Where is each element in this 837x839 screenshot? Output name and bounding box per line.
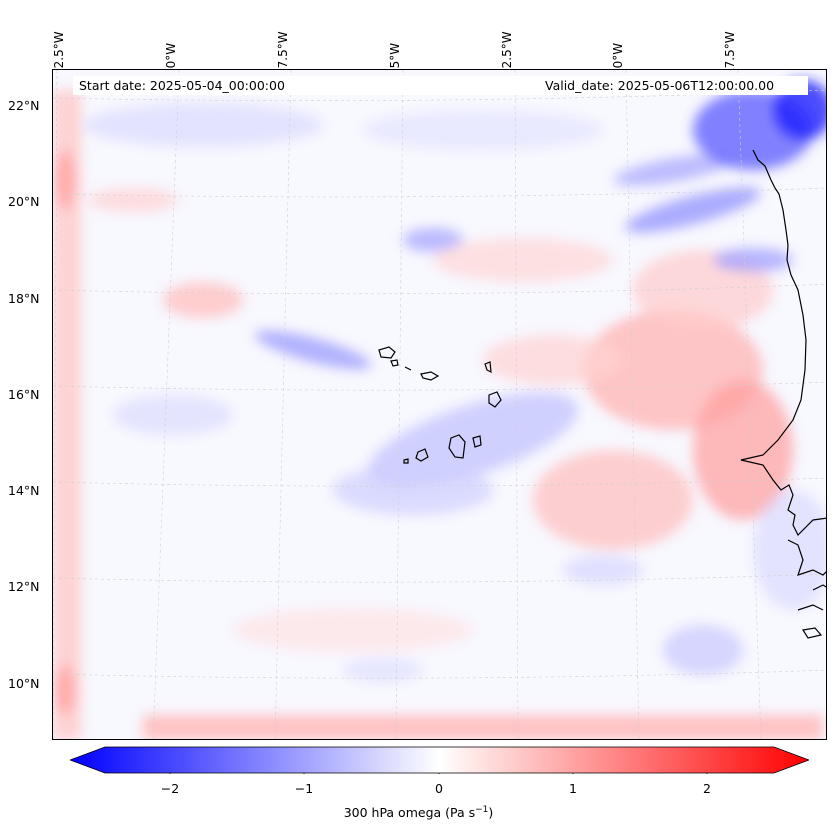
- lat-label-22n: 22°N: [8, 98, 40, 113]
- graticule: [53, 70, 826, 739]
- colorbar-tick-2: 2: [703, 781, 711, 796]
- colorbar-tick-neg1: −1: [294, 781, 314, 796]
- colorbar-label-close: ): [488, 805, 494, 821]
- date-info-box: [73, 76, 808, 95]
- colorbar: [70, 746, 809, 774]
- colorbar-tick-1: 1: [569, 781, 577, 796]
- lat-label-18n: 18°N: [8, 291, 40, 306]
- colorbar-tick-neg2: −2: [160, 781, 180, 796]
- colorbar-gradient: [70, 746, 809, 774]
- lat-label-12n: 12°N: [8, 579, 40, 594]
- lat-label-20n: 20°N: [8, 194, 40, 209]
- omega-field-map: [53, 70, 826, 739]
- map-panel: [52, 69, 827, 740]
- coastlines: [378, 149, 826, 639]
- lat-label-10n: 10°N: [8, 676, 40, 691]
- colorbar-label-text: 300 hPa omega (Pa s: [343, 805, 476, 821]
- valid-date-label: Valid_date: 2025-05-06T12:00:00.00: [545, 78, 775, 93]
- start-date-label: Start date: 2025-05-04_00:00:00: [79, 78, 285, 93]
- colorbar-label-exponent: −1: [475, 805, 489, 815]
- lat-label-14n: 14°N: [8, 483, 40, 498]
- colorbar-label: 300 hPa omega (Pa s−1): [0, 805, 837, 820]
- colorbar-tick-0: 0: [435, 781, 443, 796]
- colorbar-ticks: [169, 773, 708, 774]
- lat-label-16n: 16°N: [8, 387, 40, 402]
